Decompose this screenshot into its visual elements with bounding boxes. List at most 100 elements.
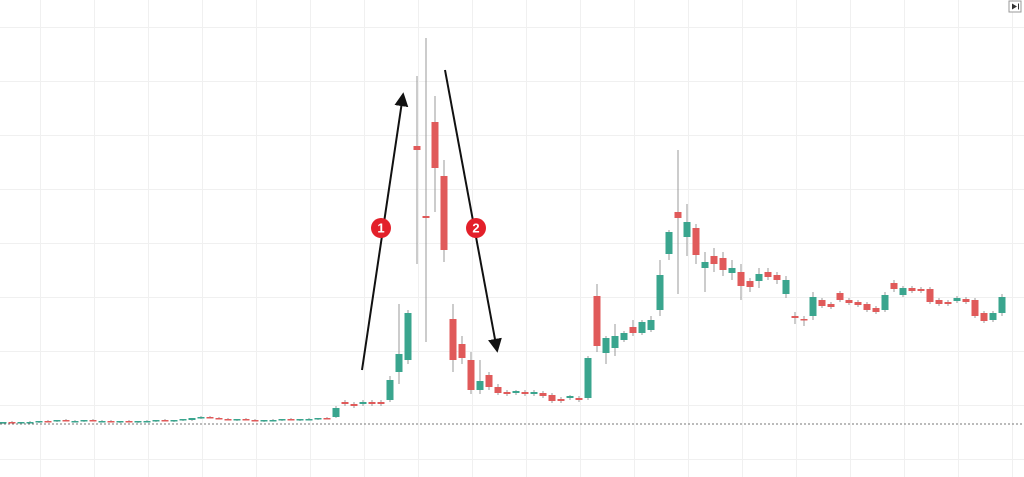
arrow-down [444,69,502,353]
badge: 2 [466,218,486,238]
candle-body [548,395,556,401]
candle-body [431,122,439,168]
candle-body [701,262,709,268]
candles [0,38,1006,424]
candle-body [26,422,34,424]
candle-body [0,422,7,424]
candle-body [746,281,754,287]
candle-body [197,417,205,419]
candle-body [737,272,745,286]
candle-body [557,399,565,401]
candle-body [143,421,151,423]
candle-body [953,298,961,301]
candle-body [998,297,1006,313]
candle-body [800,319,808,321]
candle-body [692,228,700,255]
candle-body [422,216,430,218]
candle-body [863,304,871,310]
candle-body [332,408,340,417]
candle-body [872,308,880,312]
candle-body [287,419,295,421]
candle-body [206,417,214,419]
candle-body [323,418,331,420]
candle-body [674,212,682,218]
candle-body [305,419,313,421]
candle-body [620,333,628,340]
candle-body [215,418,223,420]
candle-body [35,421,43,423]
candle-body [404,313,412,360]
candle-body [44,421,52,423]
candle-body [917,289,925,291]
candle-body [944,302,952,304]
candle-body [566,396,574,398]
candle-body [449,319,457,360]
candle-body [539,393,547,396]
candle-body [395,354,403,372]
candle-body [962,299,970,302]
candle-body [773,275,781,280]
candle-body [827,304,835,307]
candle-body [224,419,232,421]
candle-body [494,387,502,393]
candle-body [683,222,691,237]
candle-body [611,336,619,348]
candle-body [296,419,304,421]
candle-body [314,418,322,420]
badge-circle [371,218,391,238]
candle-body [755,274,763,281]
candle-body [656,275,664,310]
candle-body [377,402,385,404]
candle-body [386,380,394,400]
candle-body [179,419,187,421]
candle-body [242,419,250,421]
candle-body [584,358,592,398]
candle-body [665,232,673,254]
icon-play[interactable] [1012,3,1017,10]
candle-body [467,360,475,390]
candle-body [62,420,70,422]
candle-body [8,422,16,424]
badge-label: 2 [472,221,479,236]
candle-body [116,421,124,423]
candle-body [341,402,349,404]
candle-body [368,402,376,404]
candle-body [791,316,799,318]
badge-label: 1 [377,221,384,236]
candle-body [134,421,142,423]
candle-body [485,375,493,387]
candle-body [908,288,916,291]
candle-body [980,313,988,321]
candle-body [989,313,997,320]
candle-body [107,421,115,423]
candle-body [836,293,844,300]
candle-body [854,302,862,305]
candle-body [809,297,817,316]
candle-body [278,419,286,421]
candle-body [71,421,79,423]
candle-body [764,272,772,277]
candle-body [845,300,853,303]
candle-body [602,338,610,353]
candle-body [188,418,196,420]
candle-body [359,402,367,404]
candle-body [152,420,160,422]
candle-body [899,288,907,295]
candle-body [269,420,277,422]
candle-body [530,392,538,394]
candle-body [521,392,529,394]
candle-body [98,421,106,423]
candle-body [512,391,520,393]
candle-body [647,320,655,330]
candle-body [782,280,790,294]
candle-body [719,258,727,270]
candle-body [926,289,934,302]
candle-body [413,146,421,150]
candle-body [818,300,826,306]
candle-body [89,420,97,422]
candle-body [503,392,511,394]
candle-body [260,420,268,422]
candle-body [80,420,88,422]
toolbar-icon[interactable] [1008,0,1022,13]
